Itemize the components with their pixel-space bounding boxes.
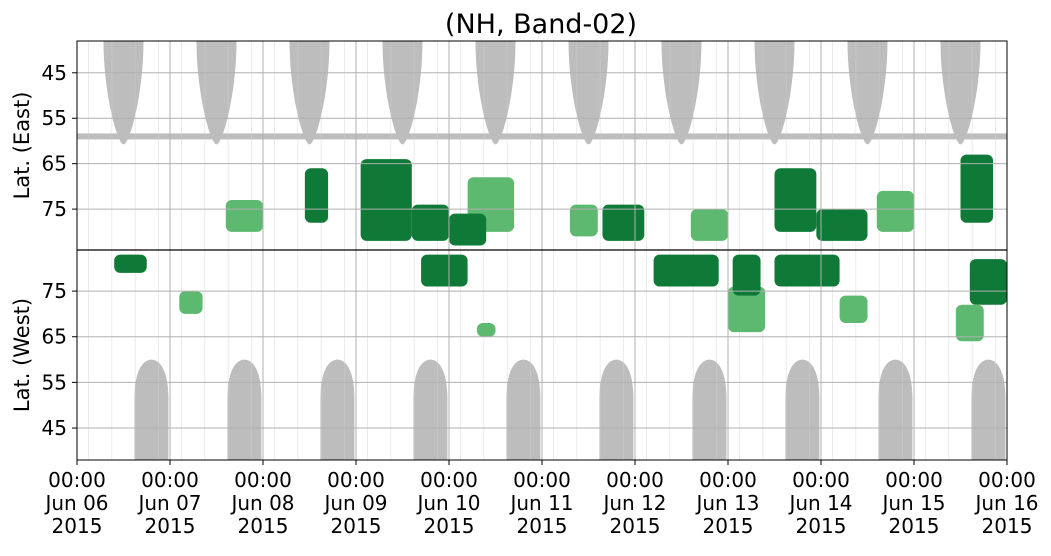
activity-region — [225, 200, 263, 232]
activity-region — [732, 254, 761, 296]
activity-region — [876, 190, 914, 232]
activity-region — [816, 209, 868, 241]
x-tick-label: 2015 — [889, 514, 940, 538]
x-tick-label: 2015 — [52, 514, 103, 538]
no-data-lobe-east — [103, 41, 144, 145]
activity-region — [690, 209, 728, 241]
x-tick-label: Jun 06 — [43, 491, 108, 515]
no-data-lobe-west — [227, 359, 262, 460]
x-tick-label: 00:00 — [513, 468, 571, 492]
x-tick-label: Jun 07 — [136, 491, 201, 515]
y-tick-label: 45 — [42, 416, 67, 440]
x-tick-label: 00:00 — [234, 468, 292, 492]
x-tick-label: 2015 — [145, 514, 196, 538]
no-data-lobe-east — [568, 41, 609, 145]
x-tick-label: 00:00 — [420, 468, 478, 492]
no-data-lobe-west — [971, 359, 1006, 460]
no-data-lobe-west — [134, 359, 169, 460]
no-data-lobe-east — [475, 41, 516, 145]
x-tick-label: 2015 — [703, 514, 754, 538]
y-tick-label: 55 — [42, 106, 67, 130]
x-tick-label: 2015 — [610, 514, 661, 538]
x-tick-label: Jun 16 — [973, 491, 1038, 515]
x-tick-label: Jun 14 — [787, 491, 852, 515]
y-axis-label-west: Lat. (West) — [10, 298, 34, 412]
no-data-lobe-west — [599, 359, 634, 460]
x-tick-label: 2015 — [796, 514, 847, 538]
activity-region — [411, 204, 449, 241]
y-tick-label: 45 — [42, 61, 67, 85]
activity-region — [653, 254, 719, 287]
no-data-lobe-east — [196, 41, 237, 145]
x-tick-label: 2015 — [517, 514, 568, 538]
activity-region — [839, 295, 868, 324]
x-tick-label: 00:00 — [699, 468, 757, 492]
x-tick-label: 00:00 — [978, 468, 1036, 492]
no-data-lobe-west — [320, 359, 355, 460]
activity-region — [774, 168, 817, 232]
y-tick-label: 55 — [42, 370, 67, 394]
activity-region — [476, 323, 496, 337]
x-tick-label: 2015 — [238, 514, 289, 538]
no-data-lobe-west — [878, 359, 913, 460]
chart-title: (NH, Band-02) — [445, 9, 637, 40]
x-tick-label: Jun 12 — [601, 491, 666, 515]
x-tick-label: 00:00 — [606, 468, 664, 492]
no-data-lobe-west — [785, 359, 820, 460]
y-tick-label: 65 — [42, 325, 67, 349]
y-axis-label-east: Lat. (East) — [10, 92, 34, 200]
activity-region — [449, 213, 487, 246]
activity-region — [955, 304, 984, 342]
y-tick-label: 75 — [42, 197, 67, 221]
x-tick-label: 00:00 — [48, 468, 106, 492]
no-data-lobe-east — [661, 41, 702, 145]
no-data-lobe-west — [692, 359, 727, 460]
axes: 45 55 65 75 75 65 55 45 Lat. (East) Lat. (West) 00… — [10, 40, 1039, 538]
activity-region — [969, 259, 1007, 305]
activity-region — [569, 204, 598, 237]
no-data-lobe-east — [847, 41, 888, 145]
no-data-lobe-east — [382, 41, 423, 145]
x-tick-label: Jun 10 — [415, 491, 480, 515]
no-data-lobe-east — [289, 41, 330, 145]
x-tick-label: 2015 — [424, 514, 475, 538]
activity-region — [602, 204, 645, 241]
activity-region — [114, 254, 147, 273]
activity-region — [360, 159, 412, 241]
x-tick-label: Jun 13 — [694, 491, 759, 515]
no-data-lobe-west — [413, 359, 448, 460]
x-tick-label: 00:00 — [885, 468, 943, 492]
activity-region — [774, 254, 840, 287]
no-data-lobe-west — [506, 359, 541, 460]
no-data-lobe-east — [754, 41, 795, 145]
activity-region — [728, 286, 766, 333]
x-tick-label: 2015 — [982, 514, 1033, 538]
x-tick-label: Jun 11 — [508, 491, 573, 515]
x-tick-label: Jun 09 — [322, 491, 387, 515]
activity-region — [304, 168, 329, 223]
x-tick-label: Jun 15 — [880, 491, 945, 515]
y-tick-label: 75 — [42, 279, 67, 303]
activity-region — [421, 254, 468, 287]
activity-region — [960, 154, 994, 223]
x-tick-label: 00:00 — [141, 468, 199, 492]
x-tick-label: 00:00 — [327, 468, 385, 492]
activity-region — [179, 291, 203, 314]
no-data-lobe-east — [940, 41, 981, 145]
x-tick-label: Jun 08 — [229, 491, 294, 515]
x-tick-label: 00:00 — [792, 468, 850, 492]
y-tick-label: 65 — [42, 152, 67, 176]
x-tick-label: 2015 — [331, 514, 382, 538]
